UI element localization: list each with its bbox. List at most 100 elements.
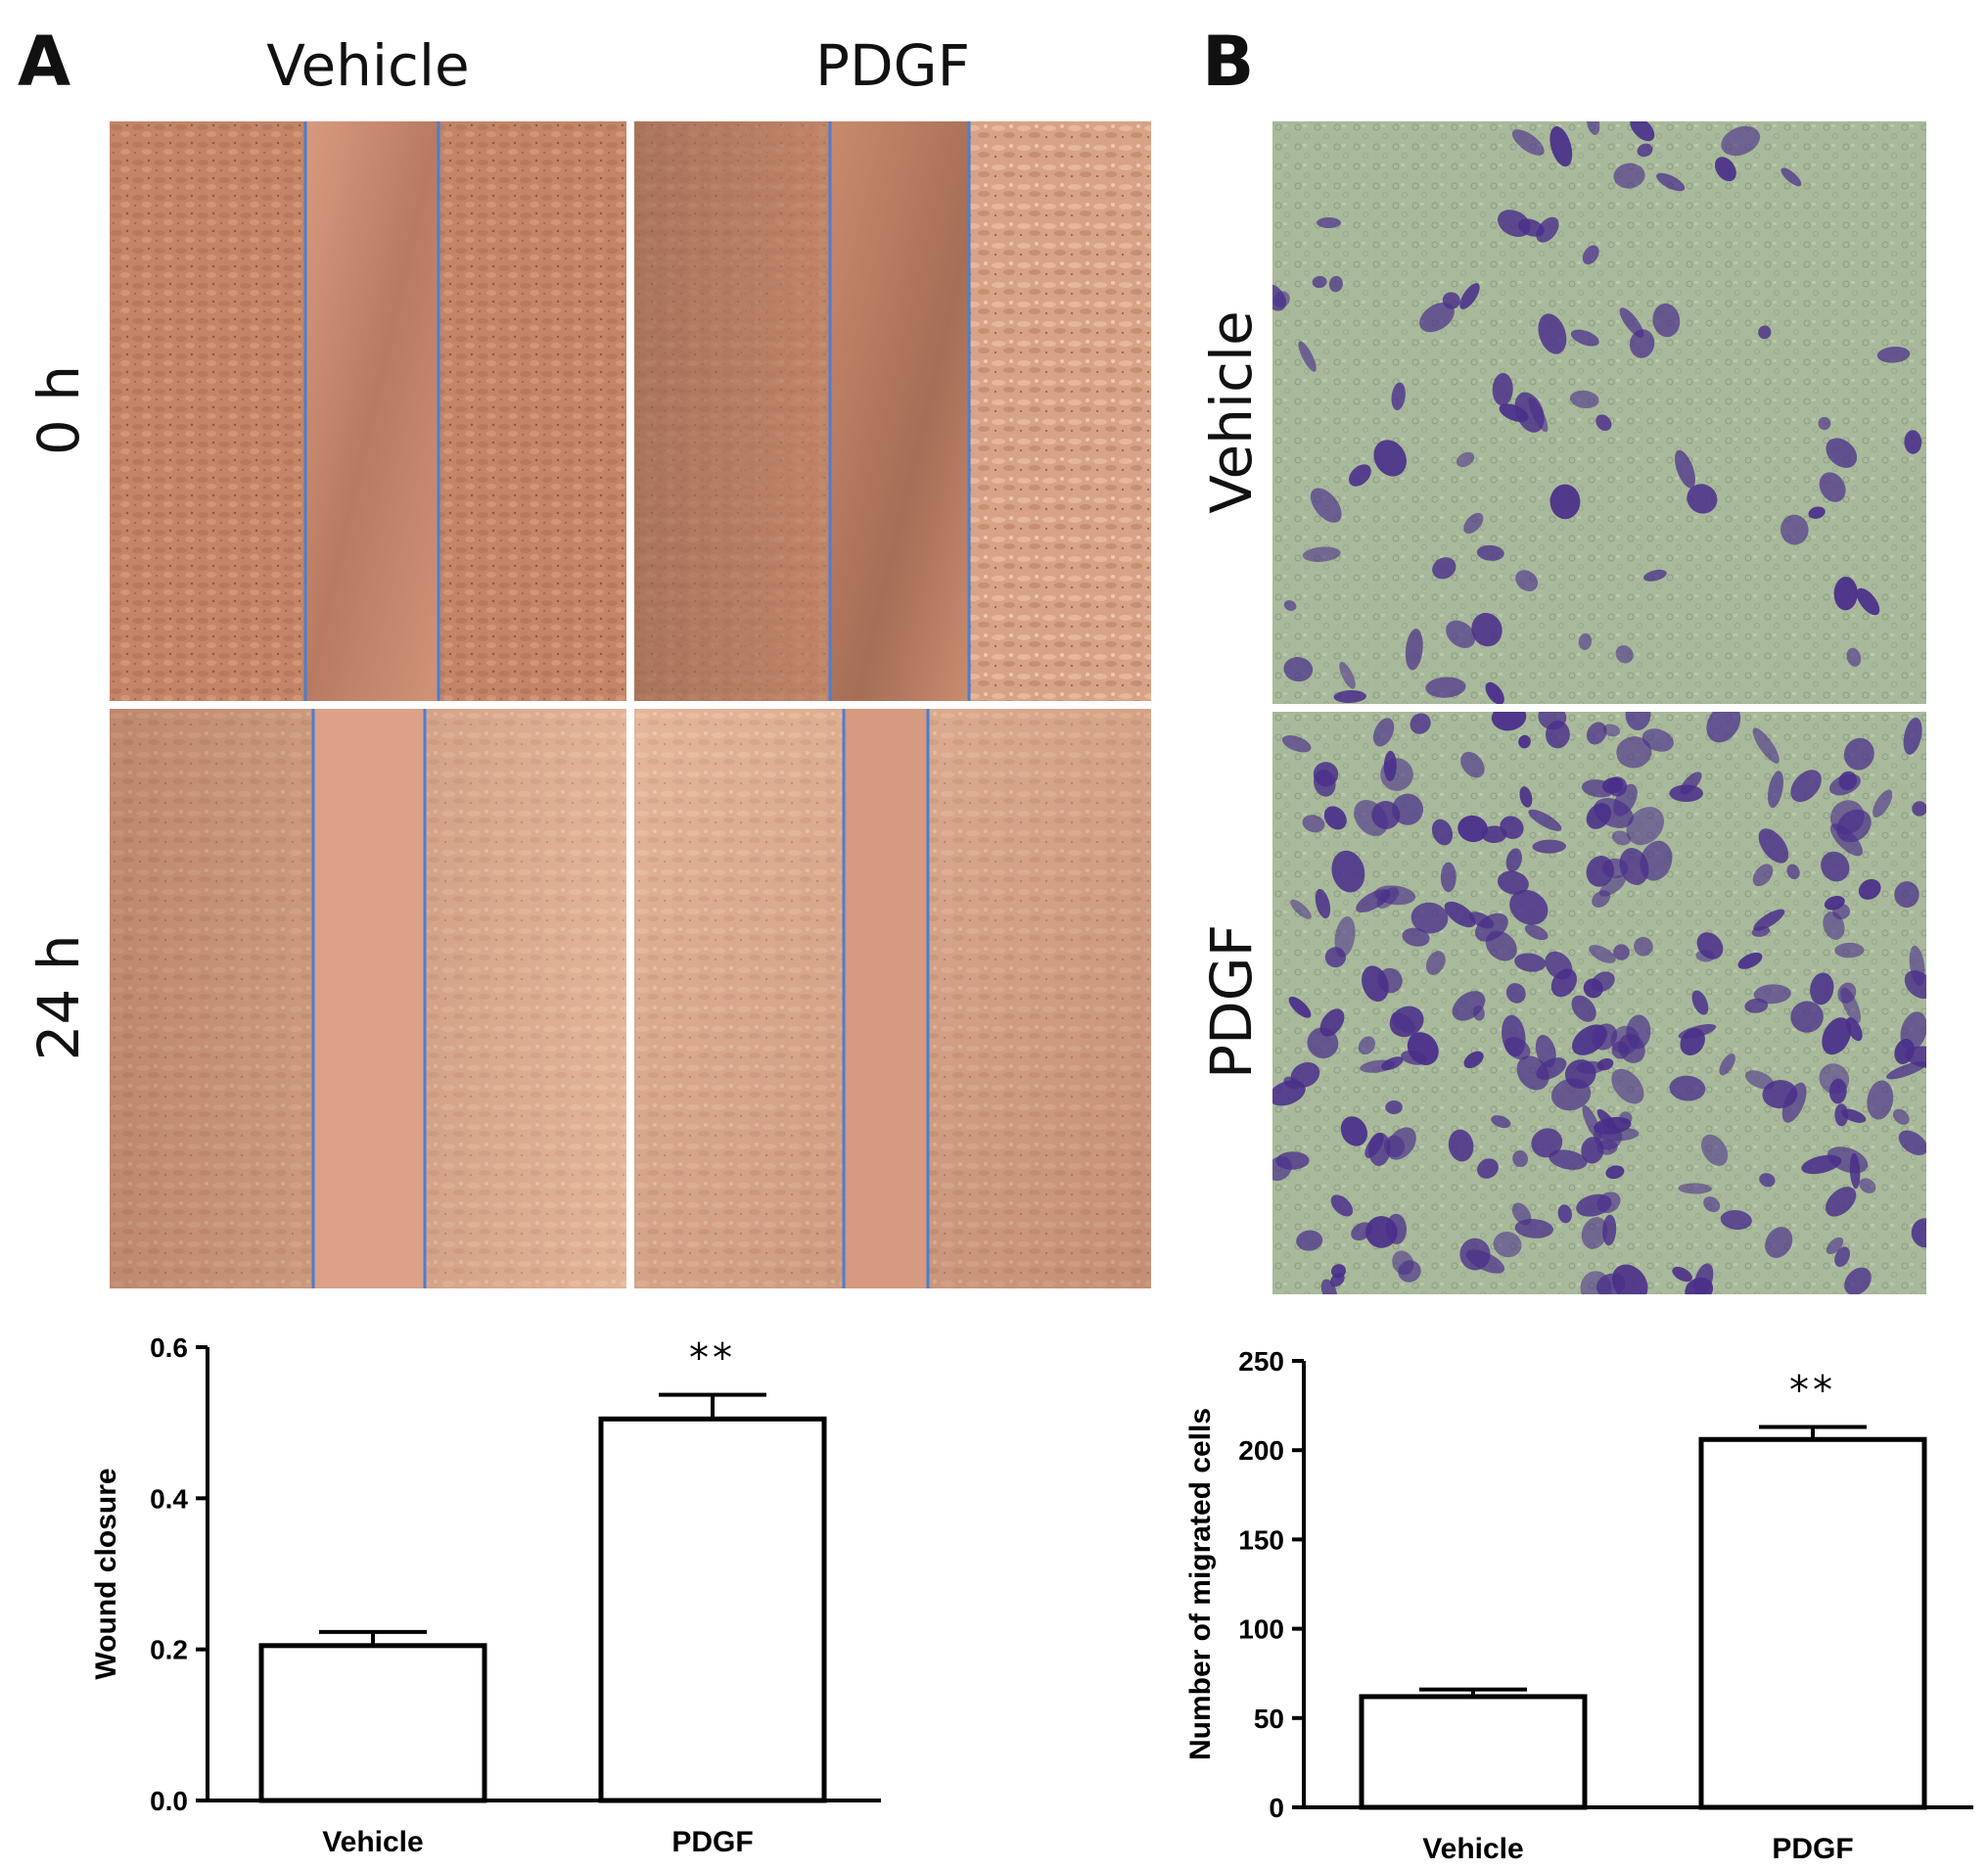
stained-cell <box>1592 1023 1618 1051</box>
stained-cell <box>1339 661 1356 689</box>
stained-cell <box>1383 750 1397 781</box>
stained-cell <box>1290 1061 1320 1088</box>
stained-cell <box>1672 1266 1692 1283</box>
stained-cell <box>1515 570 1539 591</box>
y-tick-label: 250 <box>1238 1346 1284 1377</box>
micrograph-vehicle-24h <box>110 709 626 1288</box>
stained-cell <box>1446 620 1476 648</box>
chart-wound-closure: 0.0 0.2 0.4 0.6 Wound closure Vehicle PDGF ** <box>78 1302 901 1870</box>
stained-cell <box>1463 1051 1484 1069</box>
stained-cell <box>1595 1273 1626 1294</box>
stained-cell <box>1819 472 1846 502</box>
stained-cell <box>1334 915 1356 958</box>
stained-cell <box>1637 143 1653 158</box>
stained-cell <box>1759 1173 1776 1188</box>
stained-cell <box>1634 936 1653 957</box>
stained-cell <box>1752 727 1780 764</box>
stained-cell <box>1371 801 1401 829</box>
stained-cell <box>1401 1050 1427 1065</box>
stained-cell <box>1511 1202 1532 1226</box>
stained-cell <box>1405 629 1423 671</box>
micrograph-vehicle-0h <box>110 121 626 701</box>
row-label-0h: 0 h <box>25 364 92 456</box>
stained-cell <box>1596 1192 1621 1214</box>
stained-cell <box>1425 951 1446 975</box>
stained-cell <box>1911 1218 1926 1248</box>
stained-cell <box>1582 245 1599 265</box>
stained-cell <box>1502 1014 1526 1057</box>
stained-cell <box>1505 848 1522 872</box>
stained-cell <box>1753 984 1791 1005</box>
stained-cell <box>1840 1108 1867 1123</box>
stained-cell <box>1377 967 1403 994</box>
stained-cell <box>1678 1024 1717 1040</box>
stained-cell <box>1826 438 1858 468</box>
row-label-24h-wrap: 24 h <box>25 709 92 1288</box>
stained-cell <box>1619 848 1649 885</box>
stained-cell <box>1630 121 1655 142</box>
stained-cell <box>1625 712 1651 730</box>
stained-cell <box>1652 303 1681 338</box>
stained-cell <box>1272 283 1287 311</box>
stained-cell <box>1364 1133 1384 1158</box>
row-label-0h-wrap: 0 h <box>25 121 92 701</box>
stained-cell <box>1838 771 1858 791</box>
x-tick-label: PDGF <box>671 1826 753 1858</box>
stained-cell <box>1564 1059 1596 1089</box>
stained-cell <box>1669 1075 1706 1101</box>
stained-cell <box>1386 1213 1408 1244</box>
stained-cell <box>1528 809 1562 831</box>
stained-cell <box>1886 1061 1926 1080</box>
column-label-vehicle: Vehicle <box>266 32 470 99</box>
stained-cell <box>1859 1178 1876 1193</box>
row-label-b-vehicle: Vehicle <box>1198 310 1265 514</box>
stained-cell <box>1687 484 1718 514</box>
bar-vehicle <box>258 1643 487 1803</box>
stained-cell <box>1459 283 1480 309</box>
stained-cell <box>1892 1108 1910 1125</box>
stained-cell <box>1549 1149 1588 1170</box>
stained-cell <box>1283 600 1297 611</box>
stained-cell <box>1569 390 1599 409</box>
stained-cell <box>1491 712 1527 731</box>
stained-cell <box>1701 1134 1729 1166</box>
significance-marker: ** <box>1789 1368 1836 1413</box>
stained-cell <box>1538 313 1567 354</box>
stained-cell <box>1596 1108 1616 1131</box>
stained-cell <box>1611 1068 1644 1104</box>
stained-cell <box>1849 1152 1861 1190</box>
stained-cell <box>1837 982 1857 1004</box>
bar-vehicle <box>1359 1694 1588 1810</box>
stained-cell <box>1613 163 1645 189</box>
stained-cell <box>1737 952 1763 969</box>
stained-cell <box>1758 828 1789 864</box>
stained-cell <box>1833 577 1858 611</box>
stained-cell <box>1410 713 1431 734</box>
y-tick-label: 200 <box>1238 1435 1284 1466</box>
bar-pdgf <box>1698 1436 1927 1810</box>
stained-cell <box>1476 544 1504 561</box>
stained-cell <box>1846 647 1862 667</box>
x-tick-label: Vehicle <box>1422 1833 1523 1865</box>
stained-cell <box>1611 830 1631 846</box>
stained-cell <box>1570 329 1599 347</box>
stained-cell <box>1765 1227 1793 1258</box>
stained-cell <box>1680 771 1702 795</box>
stained-cell <box>1491 1115 1511 1129</box>
stained-cell <box>1619 1111 1633 1125</box>
stained-cell <box>1419 302 1455 333</box>
stained-cell <box>1912 801 1926 817</box>
stained-cell <box>1457 815 1488 843</box>
stained-cell <box>1328 275 1343 293</box>
stained-cell <box>1605 1165 1625 1180</box>
stained-cell <box>1493 1231 1522 1258</box>
stained-cell <box>1596 1139 1618 1155</box>
stained-cell <box>1275 1151 1310 1170</box>
stained-cell <box>1826 1237 1844 1254</box>
chart-migrated-cells: 0 50 100 150 200 250 Number of migrated cells V… <box>1175 1302 1988 1870</box>
stained-cell <box>1898 1130 1926 1155</box>
stained-cell <box>1758 325 1772 340</box>
stained-cell <box>1903 717 1922 755</box>
stained-cell <box>1611 1264 1648 1294</box>
stained-cell <box>1333 689 1366 704</box>
